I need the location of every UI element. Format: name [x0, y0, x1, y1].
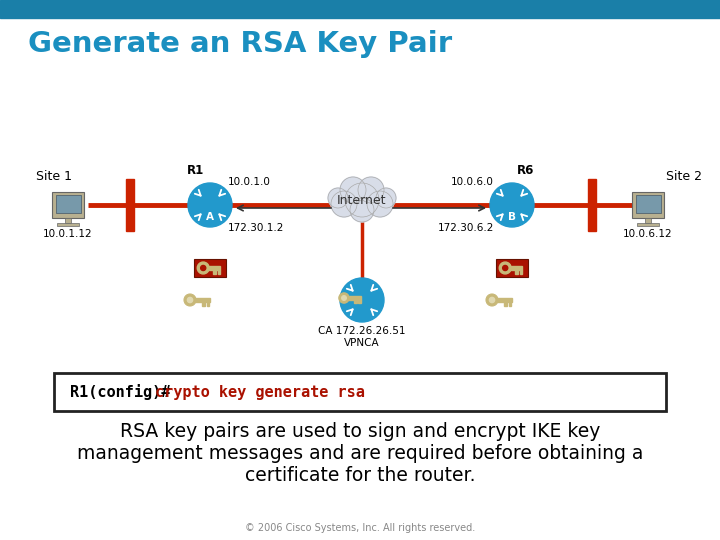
Bar: [213, 270, 216, 274]
FancyBboxPatch shape: [54, 373, 666, 411]
Circle shape: [499, 262, 511, 274]
Bar: [504, 302, 507, 306]
Text: Internet: Internet: [337, 193, 387, 206]
Bar: [516, 270, 518, 274]
Text: R1: R1: [187, 164, 204, 177]
Circle shape: [490, 298, 495, 302]
Circle shape: [340, 177, 366, 203]
Circle shape: [345, 183, 379, 217]
Text: © 2006 Cisco Systems, Inc. All rights reserved.: © 2006 Cisco Systems, Inc. All rights re…: [245, 523, 475, 533]
Bar: [194, 259, 226, 278]
Circle shape: [201, 266, 206, 271]
Circle shape: [503, 266, 508, 271]
Bar: [637, 223, 659, 226]
Circle shape: [197, 262, 209, 274]
Circle shape: [331, 191, 357, 217]
Bar: [508, 302, 511, 306]
Bar: [202, 302, 204, 306]
Bar: [520, 270, 522, 274]
Bar: [632, 192, 664, 218]
Bar: [588, 179, 596, 231]
Text: RSA key pairs are used to sign and encrypt IKE key: RSA key pairs are used to sign and encry…: [120, 422, 600, 441]
Bar: [194, 298, 210, 302]
Circle shape: [328, 188, 348, 208]
Text: certificate for the router.: certificate for the router.: [245, 466, 475, 485]
Circle shape: [490, 183, 534, 227]
Bar: [55, 195, 81, 213]
Bar: [65, 218, 71, 223]
Circle shape: [367, 191, 393, 217]
Text: management messages and are required before obtaining a: management messages and are required bef…: [77, 444, 643, 463]
Bar: [496, 259, 528, 278]
Circle shape: [339, 293, 349, 303]
Text: 10.0.6.12: 10.0.6.12: [624, 229, 672, 239]
Text: 10.0.1.0: 10.0.1.0: [228, 177, 271, 187]
Circle shape: [342, 296, 346, 300]
Text: B: B: [508, 212, 516, 222]
Bar: [126, 179, 134, 231]
Circle shape: [188, 183, 232, 227]
Bar: [359, 300, 361, 303]
Circle shape: [184, 294, 196, 306]
Bar: [510, 266, 522, 270]
Text: 172.30.6.2: 172.30.6.2: [438, 223, 494, 233]
Circle shape: [340, 278, 384, 322]
Bar: [217, 270, 220, 274]
Circle shape: [486, 294, 498, 306]
Bar: [0, 0, 720, 18]
Text: R1(config)#: R1(config)#: [70, 384, 179, 400]
Circle shape: [187, 298, 193, 302]
Text: CA 172.26.26.51: CA 172.26.26.51: [318, 326, 406, 336]
Text: 172.30.1.2: 172.30.1.2: [228, 223, 284, 233]
Bar: [52, 192, 84, 218]
Bar: [57, 223, 79, 226]
Text: 10.0.6.0: 10.0.6.0: [451, 177, 494, 187]
Bar: [497, 298, 511, 302]
Bar: [645, 218, 651, 223]
Bar: [348, 296, 361, 300]
Text: 10.0.1.12: 10.0.1.12: [43, 229, 93, 239]
Bar: [207, 266, 220, 270]
Text: R6: R6: [517, 164, 535, 177]
Bar: [207, 302, 209, 306]
Circle shape: [376, 188, 396, 208]
Text: Generate an RSA Key Pair: Generate an RSA Key Pair: [28, 30, 452, 58]
Text: crypto key generate rsa: crypto key generate rsa: [155, 384, 364, 400]
Bar: [354, 300, 356, 303]
Text: Site 2: Site 2: [666, 170, 702, 183]
Text: A: A: [206, 212, 214, 222]
Text: Site 1: Site 1: [36, 170, 72, 183]
Circle shape: [350, 198, 374, 222]
Text: VPNCA: VPNCA: [344, 338, 380, 348]
Circle shape: [358, 177, 384, 203]
Bar: [636, 195, 660, 213]
